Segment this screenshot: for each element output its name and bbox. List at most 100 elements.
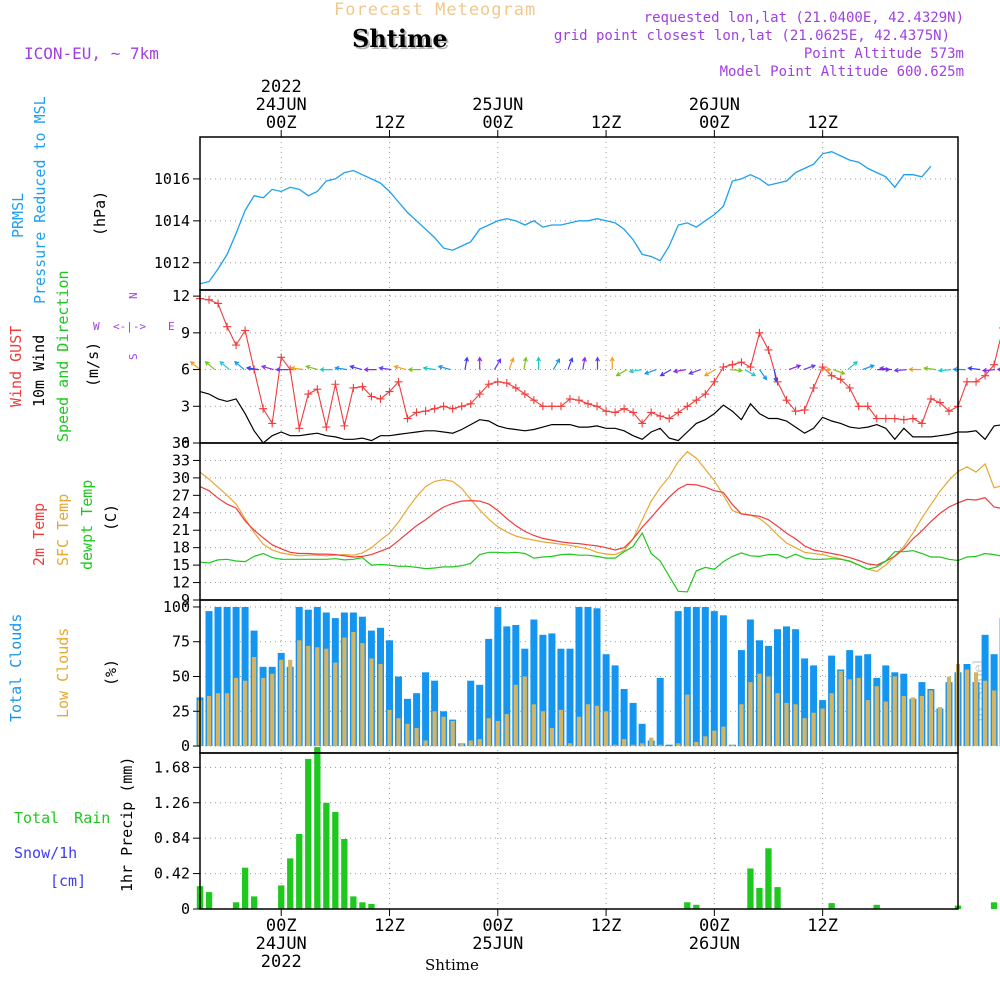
y-tick-label: 9: [181, 324, 190, 342]
compass-east: E: [168, 320, 175, 333]
wind-gust-marker: [692, 396, 701, 405]
low-clouds-bar: [504, 714, 509, 747]
bottom-hour-label: 00Z: [482, 916, 513, 936]
rain-bar: [774, 887, 781, 909]
total-clouds-bar: [395, 676, 402, 746]
wind-gust-marker: [565, 394, 574, 403]
y-tick-label: 21: [172, 521, 190, 539]
y-tick-label: 12: [172, 574, 190, 592]
low-clouds-bar: [793, 704, 798, 746]
requested-coords: requested lon,lat (21.0400E, 42.4329N): [643, 10, 964, 26]
bottom-hour-label: 00Z: [266, 916, 297, 936]
snow-label: Snow/1h: [14, 844, 78, 862]
wind-direction-arrow: [260, 364, 274, 371]
low-clouds-bar: [604, 711, 609, 747]
wind-direction-arrow: [464, 356, 469, 370]
wind-direction-arrow: [703, 369, 716, 377]
snow-unit-label: [cm]: [50, 872, 87, 890]
wind-gust-marker: [890, 414, 899, 423]
top-hour-label: 12Z: [591, 113, 622, 133]
wind-gust-marker: [800, 405, 809, 414]
total-clouds-bar: [620, 689, 628, 746]
low-clouds-bar: [360, 643, 365, 746]
wind-direction-arrow: [536, 356, 542, 370]
low-clouds-bar: [829, 693, 834, 747]
wind-gust-marker: [394, 377, 403, 386]
total-clouds-bar: [584, 607, 592, 747]
low-clouds-bar: [937, 707, 942, 746]
wind-direction-arrow: [567, 357, 574, 370]
y-tick-label: 27: [172, 486, 190, 504]
total-clouds-bar: [241, 607, 249, 747]
rain-bar: [323, 802, 330, 909]
grid-point-coords: grid point closest lon,lat (21.0625E, 42…: [553, 28, 950, 44]
low-clouds-bar: [369, 658, 374, 746]
rain-bar: [242, 867, 249, 909]
rain-bar: [765, 848, 772, 909]
total-clouds-bar: [566, 648, 574, 747]
total-clouds-bar: [467, 680, 475, 747]
y-tick-label: 0: [181, 900, 190, 918]
wind-direction-arrow: [275, 367, 289, 373]
wind-gust-marker: [656, 412, 665, 421]
low-clouds-bar: [757, 673, 762, 746]
wind-gust-marker: [836, 375, 845, 384]
y-tick-label: 6: [181, 361, 190, 379]
rain-bar: [305, 758, 312, 909]
bottom-day-label: 25JUN: [472, 934, 523, 954]
y-tick-label: 1014: [154, 212, 190, 230]
rain-bar: [359, 902, 366, 909]
total-clouds-bar: [674, 611, 682, 746]
wind-gust-marker: [466, 399, 475, 408]
low-clouds-bar: [703, 736, 708, 746]
y-tick-label: 25: [172, 702, 190, 720]
low-clouds-bar: [983, 680, 988, 747]
low-clouds-bar: [306, 645, 311, 746]
bottom-hour-label: 12Z: [591, 916, 622, 936]
low-clouds-bar: [486, 718, 491, 746]
low-clouds-bar: [910, 697, 915, 747]
total-clouds-bar: [539, 634, 547, 747]
low-clouds-bar: [775, 693, 780, 747]
y-tick-label: 36: [172, 434, 190, 452]
wind-gust-marker: [791, 407, 800, 416]
rain-bar: [747, 868, 754, 909]
panel-frame: [199, 442, 959, 601]
bottom-hour-label: 12Z: [374, 916, 405, 936]
y-tick-label: 0: [181, 434, 190, 452]
low-clouds-bar: [811, 712, 816, 747]
rain-bar: [205, 892, 213, 909]
wind-direction-arrow: [552, 358, 561, 370]
y-tick-label: 75: [172, 633, 190, 651]
rain-bar: [990, 902, 998, 909]
wind-gust-marker: [232, 341, 241, 350]
wind-gust-marker: [340, 421, 349, 430]
low-clouds-bar: [712, 730, 717, 746]
wind-gust-marker: [863, 402, 872, 411]
wind-gust-marker: [908, 414, 917, 423]
total-clouds-bar: [485, 638, 493, 746]
wind-direction-arrow: [378, 365, 392, 371]
wind-gust-marker: [511, 383, 520, 392]
wind-direction-arrow: [319, 367, 333, 373]
total-clouds-bar: [476, 684, 484, 746]
low-clouds-bar: [874, 686, 879, 746]
low-clouds-bar: [423, 740, 428, 747]
wind-direction-arrow: [595, 356, 600, 370]
wind-gust-marker: [935, 398, 944, 407]
wind-gust-marker: [755, 328, 764, 337]
rain-bar: [684, 902, 691, 909]
low-clouds-bar: [387, 709, 392, 747]
low-clouds-bar: [739, 704, 744, 746]
wind-direction-arrow: [189, 360, 201, 371]
low-clouds-bar: [270, 673, 275, 746]
wind-gust-marker: [484, 380, 493, 389]
rain-bar: [350, 896, 357, 909]
total-clouds-bar: [530, 619, 538, 747]
rain-bar: [693, 904, 700, 909]
model-label: ICON-EU, ~ 7km: [24, 44, 159, 63]
y-tick-label: 3: [181, 397, 190, 415]
total-clouds-bar: [214, 607, 222, 747]
wind-gust-marker: [647, 408, 656, 417]
wind-gust-marker: [412, 408, 421, 417]
